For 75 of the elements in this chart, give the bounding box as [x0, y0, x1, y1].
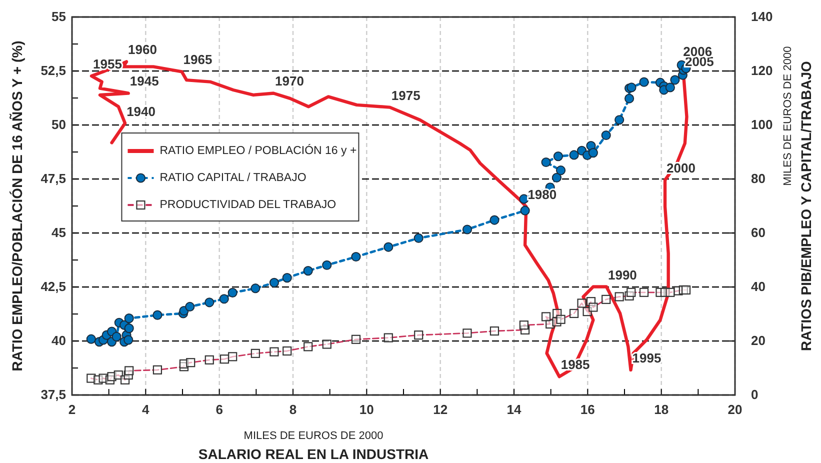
- point: [552, 172, 562, 182]
- legend-label: RATIO CAPITAL / TRABAJO: [160, 172, 306, 184]
- point: [601, 130, 611, 140]
- point: [204, 298, 214, 308]
- y-tick-label: 37,5: [40, 387, 66, 402]
- point: [414, 233, 424, 243]
- point: [556, 166, 566, 176]
- x-tick-label: 8: [289, 402, 297, 418]
- y-tick-label: 40: [52, 333, 66, 348]
- point: [228, 288, 238, 298]
- point: [541, 157, 551, 168]
- legend-label: RATIO EMPLEO / POBLACIÓN 16 y +: [160, 144, 357, 157]
- point: [322, 260, 332, 270]
- point: [250, 284, 260, 294]
- y2-tick-label: 140: [751, 9, 773, 24]
- y2-axis-title: RATIOS PIB/EMPLEO Y CAPITAL/TRABAJO: [798, 60, 814, 351]
- x-tick-label: 6: [216, 402, 223, 418]
- y2-tick-label: 20: [751, 333, 766, 348]
- annotation: 1990: [608, 267, 637, 282]
- point: [490, 215, 500, 225]
- point: [639, 77, 649, 87]
- point: [553, 152, 563, 162]
- y2-tick-label: 0: [751, 387, 758, 402]
- x-tick-label: 18: [654, 402, 669, 418]
- y2-tick-label: 80: [751, 171, 766, 186]
- x-tick-label: 12: [433, 402, 448, 418]
- annotation: 1955: [93, 56, 122, 72]
- x-tick-label: 4: [142, 402, 150, 418]
- y2-tick-label: 40: [751, 279, 766, 294]
- point: [569, 150, 579, 160]
- point: [152, 310, 162, 320]
- x-tick-label: 14: [506, 402, 522, 418]
- y2-tick-label: 100: [751, 117, 773, 132]
- point: [588, 148, 598, 158]
- text: MILES DE EUROS DE 2000: [244, 430, 384, 442]
- y-tick-label: 52,5: [40, 63, 66, 78]
- x-tick-label: 2: [68, 402, 76, 418]
- point: [219, 294, 229, 304]
- x-tick-label: 20: [728, 402, 742, 418]
- point: [624, 94, 634, 104]
- annotation: 1960: [128, 42, 157, 58]
- annotation: 1945: [130, 74, 159, 89]
- point: [384, 242, 394, 252]
- y-axis-title: RATIO EMPLEO/POBLACIÓN DE 16 AÑOS Y + (%): [9, 40, 25, 372]
- legend-label: PRODUCTIVIDAD DEL TRABAJO: [160, 199, 336, 211]
- point: [112, 332, 122, 342]
- y-tick-label: 42,5: [40, 279, 66, 294]
- point: [124, 314, 134, 324]
- point: [670, 75, 680, 85]
- y-tick-label: 50: [52, 117, 66, 132]
- point: [185, 302, 195, 312]
- point: [614, 115, 624, 125]
- text: MILES DE EUROS DE 2000: [782, 46, 794, 186]
- annotation: 1940: [126, 104, 156, 119]
- point: [462, 224, 472, 234]
- y-tick-label: 45: [52, 225, 66, 240]
- annotation: 1975: [391, 88, 420, 103]
- y2-tick-label: 120: [751, 63, 773, 78]
- point: [86, 334, 96, 344]
- point: [269, 278, 280, 288]
- point: [665, 82, 675, 92]
- point: [520, 206, 530, 216]
- point: [124, 335, 134, 345]
- y2-tick-label: 60: [751, 225, 766, 240]
- y-tick-label: 47,5: [40, 171, 66, 186]
- x-tick-label: 16: [580, 402, 595, 418]
- point: [124, 324, 134, 334]
- x-axis-title: SALARIO REAL EN LA INDUSTRIA: [198, 446, 429, 462]
- point: [351, 252, 361, 262]
- point: [282, 273, 292, 283]
- point: [303, 266, 313, 276]
- y-tick-label: 55: [52, 9, 66, 24]
- annotation: 1965: [183, 52, 212, 68]
- annotation: 1970: [275, 74, 304, 89]
- x-tick-label: 10: [359, 402, 374, 418]
